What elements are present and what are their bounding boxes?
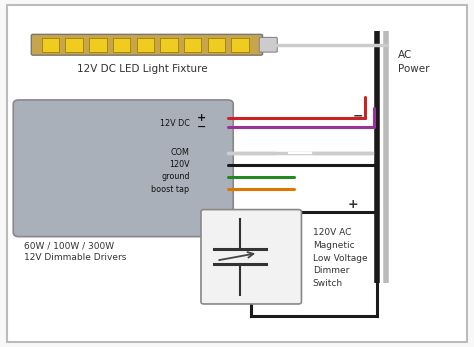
FancyBboxPatch shape [13, 100, 233, 237]
FancyBboxPatch shape [31, 34, 263, 55]
FancyBboxPatch shape [201, 210, 301, 304]
Text: 12V DC: 12V DC [160, 119, 190, 128]
Text: +: + [348, 198, 358, 211]
Bar [231, 39, 249, 52]
Text: 60W / 100W / 300W
12V Dimmable Drivers: 60W / 100W / 300W 12V Dimmable Drivers [24, 241, 126, 262]
Bar [160, 39, 178, 52]
Bar [89, 39, 107, 52]
FancyBboxPatch shape [259, 37, 277, 52]
Text: boost tap: boost tap [152, 185, 190, 194]
Text: 120V: 120V [169, 160, 190, 169]
Bar [65, 39, 83, 52]
Bar [42, 39, 59, 52]
Text: COM: COM [171, 148, 190, 157]
Bar [137, 39, 154, 52]
Bar [208, 39, 225, 52]
Text: 120V AC
Magnetic
Low Voltage
Dimmer
Switch: 120V AC Magnetic Low Voltage Dimmer Swit… [313, 228, 367, 288]
Bar [113, 39, 130, 52]
Text: ground: ground [161, 172, 190, 181]
Text: −: − [353, 110, 363, 123]
Text: AC
Power: AC Power [398, 50, 429, 75]
Text: −: − [197, 122, 206, 132]
Text: +: + [197, 113, 206, 122]
Text: 12V DC LED Light Fixture: 12V DC LED Light Fixture [77, 64, 208, 74]
Bar [184, 39, 201, 52]
